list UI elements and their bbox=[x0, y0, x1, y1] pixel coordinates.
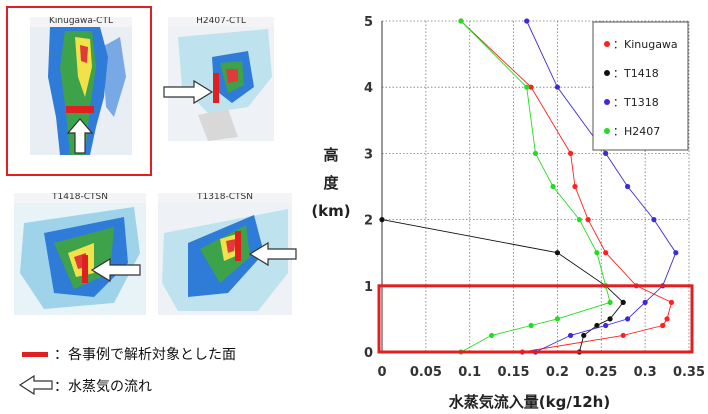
x-tick-label: 0.05 bbox=[410, 365, 442, 380]
x-tick-label: 0.35 bbox=[673, 365, 705, 380]
legend-marker bbox=[604, 99, 610, 105]
legend-marker bbox=[604, 128, 610, 134]
series-line bbox=[460, 20, 673, 353]
y-tick-label: 3 bbox=[364, 147, 373, 162]
data-point bbox=[567, 150, 574, 156]
analysis-bar bbox=[213, 73, 219, 103]
data-point bbox=[554, 316, 561, 322]
data-point bbox=[620, 299, 626, 305]
data-point bbox=[651, 217, 657, 223]
legend-arrow-text: ：水蒸気の流れ bbox=[54, 379, 152, 395]
legend-red-bar-swatch bbox=[22, 352, 48, 357]
y-tick-label: 0 bbox=[364, 346, 373, 361]
legend-label: ：T1418 bbox=[613, 67, 659, 80]
data-point bbox=[581, 332, 587, 339]
x-axis-title: 水蒸気流入量(kg/12h) bbox=[449, 393, 610, 411]
map-title: Kinugawa-CTL bbox=[49, 17, 113, 26]
data-point bbox=[603, 322, 609, 329]
highlight-band bbox=[377, 284, 694, 354]
data-point bbox=[607, 299, 613, 305]
x-tick-label: 0.2 bbox=[546, 365, 569, 380]
map-title: T1418-CTSN bbox=[52, 193, 108, 202]
series-line bbox=[381, 219, 624, 353]
data-point bbox=[524, 84, 530, 90]
data-point bbox=[379, 217, 385, 223]
legend-marker bbox=[604, 41, 610, 47]
x-tick-label: 0.1 bbox=[458, 365, 481, 380]
data-point bbox=[554, 250, 561, 256]
legend-red-bar-text: ：各事例で解析対象とした面 bbox=[54, 347, 236, 363]
map-kinugawa-field bbox=[30, 27, 132, 155]
y-axis-title: 高 bbox=[323, 146, 338, 164]
data-point bbox=[625, 316, 631, 322]
map-title: H2407-CTL bbox=[196, 17, 246, 26]
map-title: T1318-CTSN bbox=[197, 193, 253, 202]
legend-label: ：T1318 bbox=[613, 96, 659, 109]
map-kinugawa: Kinugawa-CTL bbox=[30, 17, 132, 155]
data-point bbox=[550, 183, 556, 190]
y-axis-title: (km) bbox=[311, 202, 350, 220]
flow-arrow-left bbox=[90, 257, 141, 283]
map-t1418: T1418-CTSN bbox=[14, 193, 146, 315]
data-point bbox=[458, 18, 464, 24]
legend-label: ：Kinugawa bbox=[613, 38, 678, 51]
y-tick-label: 5 bbox=[364, 15, 373, 30]
analysis-bar bbox=[235, 231, 241, 261]
x-tick-label: 0.25 bbox=[585, 365, 617, 380]
data-point bbox=[554, 84, 561, 90]
map-t1318: T1318-CTSN bbox=[158, 193, 292, 315]
y-tick-label: 2 bbox=[364, 214, 373, 229]
x-tick-label: 0.3 bbox=[634, 365, 657, 380]
data-point bbox=[528, 322, 534, 329]
flow-arrow-right bbox=[163, 79, 214, 105]
data-point bbox=[660, 322, 666, 329]
y-tick-label: 4 bbox=[364, 81, 373, 96]
legend-label: ：H2407 bbox=[613, 125, 660, 138]
y-tick-label: 1 bbox=[364, 280, 373, 295]
analysis-bar bbox=[66, 106, 94, 113]
data-point bbox=[668, 299, 675, 305]
data-point bbox=[532, 150, 539, 156]
series-line bbox=[460, 20, 611, 353]
map-h2407-field bbox=[168, 27, 274, 141]
data-point bbox=[664, 316, 670, 322]
data-point bbox=[603, 150, 609, 156]
data-point bbox=[567, 332, 574, 339]
x-tick-label: 0.15 bbox=[498, 365, 530, 380]
data-point bbox=[620, 332, 626, 339]
data-point bbox=[603, 250, 609, 256]
data-point bbox=[625, 183, 631, 190]
data-point bbox=[607, 316, 613, 322]
data-point bbox=[528, 84, 534, 90]
data-point bbox=[576, 217, 582, 223]
data-point bbox=[489, 332, 495, 339]
data-point bbox=[642, 299, 648, 305]
data-point bbox=[594, 250, 600, 256]
map-t1318-field bbox=[158, 203, 292, 315]
data-point bbox=[572, 183, 578, 190]
map-h2407: H2407-CTL bbox=[168, 17, 274, 141]
data-point bbox=[585, 217, 591, 223]
x-tick-label: 0 bbox=[377, 365, 386, 380]
flow-arrow-up bbox=[66, 118, 94, 154]
flow-arrow-left bbox=[248, 241, 297, 267]
data-point bbox=[524, 18, 530, 24]
highlight-frame-kinugawa bbox=[6, 6, 152, 176]
data-point bbox=[594, 322, 600, 329]
analysis-bar bbox=[82, 255, 88, 283]
y-axis-title: 度 bbox=[323, 174, 339, 192]
data-point bbox=[673, 250, 679, 256]
legend-marker bbox=[604, 70, 610, 76]
legend-arrow-icon bbox=[18, 374, 53, 396]
